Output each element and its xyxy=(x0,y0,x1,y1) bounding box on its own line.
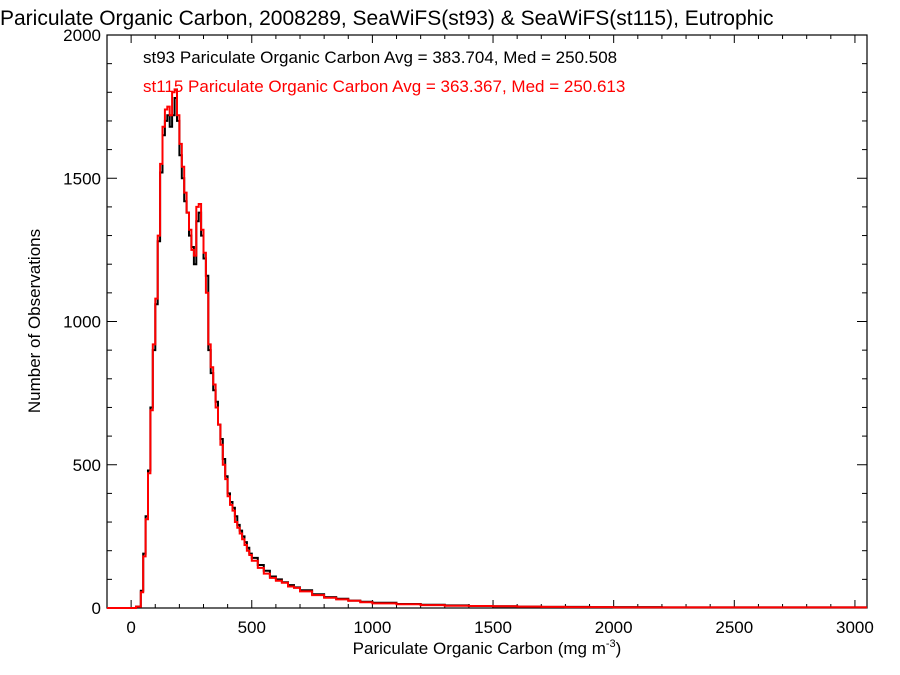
y-tick-label: 1500 xyxy=(63,169,101,188)
x-tick-label: 500 xyxy=(238,618,266,637)
x-tick-label: 0 xyxy=(126,618,135,637)
series-lines xyxy=(107,88,867,609)
plot-frame xyxy=(106,34,868,609)
series-line-st93 xyxy=(107,97,867,609)
legend-st93: st93 Pariculate Organic Carbon Avg = 383… xyxy=(143,48,617,67)
y-tick-label: 500 xyxy=(73,456,101,475)
y-tick-label: 0 xyxy=(92,599,101,618)
y-tick-label: 1000 xyxy=(63,313,101,332)
series-line-st115 xyxy=(107,88,867,609)
x-axis-label: Pariculate Organic Carbon (mg m-3) xyxy=(353,638,622,658)
x-tick-label: 2000 xyxy=(595,618,633,637)
chart-title: Pariculate Organic Carbon, 2008289, SeaW… xyxy=(0,7,773,30)
y-tick-label: 2000 xyxy=(63,26,101,45)
y-ticks: 0 500 1000 1500 2000 xyxy=(63,26,867,618)
x-ticks: 0 500 1000 1500 2000 2500 3000 xyxy=(126,35,874,637)
legend-st115: st115 Pariculate Organic Carbon Avg = 36… xyxy=(143,77,625,96)
y-axis-label: Number of Observations xyxy=(25,229,44,413)
x-tick-label: 1500 xyxy=(474,618,512,637)
x-tick-label: 3000 xyxy=(836,618,874,637)
x-tick-label: 1000 xyxy=(353,618,391,637)
x-tick-label: 2500 xyxy=(715,618,753,637)
